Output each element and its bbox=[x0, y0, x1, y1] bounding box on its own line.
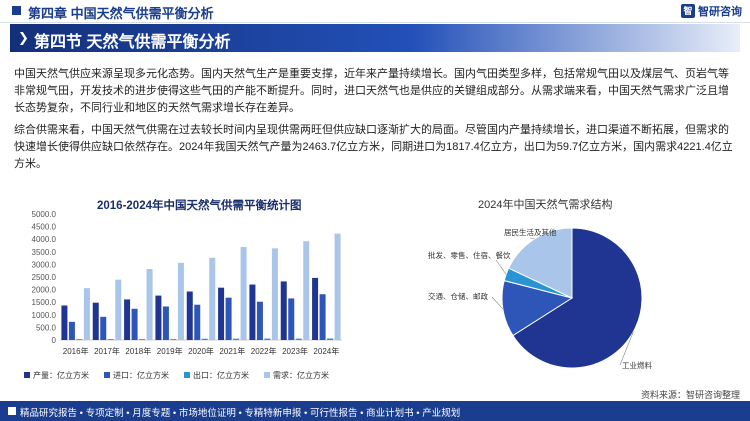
footer-bar: 精品研究报告 • 专项定制 • 月度专题 • 市场地位证明 • 专精特新申报 •… bbox=[0, 401, 750, 421]
y-tick-label: 500.0 bbox=[36, 323, 57, 332]
section-title: 第四节 天然气供需平衡分析 bbox=[34, 34, 231, 51]
y-tick-label: 3500.0 bbox=[32, 248, 57, 257]
bar-3-2018年 bbox=[139, 339, 146, 340]
bar-1-2017年 bbox=[92, 302, 99, 340]
bar-1-2018年 bbox=[124, 299, 131, 340]
supply-demand-bar-chart: 0 500.0 1000.0 1500.0 2000.0 2500.0 3000.0 3500… bbox=[24, 210, 342, 380]
y-tick-label: 2000.0 bbox=[32, 286, 57, 295]
section-banner: ❯ 第四节 天然气供需平衡分析 bbox=[10, 24, 740, 52]
bar-chart-title: 2016-2024年中国天然气供需平衡统计图 bbox=[97, 200, 302, 212]
x-tick-label: 2018年 bbox=[125, 346, 151, 356]
bar-2-2024年 bbox=[319, 294, 326, 340]
bar-3-2022年 bbox=[264, 338, 271, 340]
bar-1-2024年 bbox=[312, 277, 319, 340]
bar-4-2021年 bbox=[240, 247, 247, 340]
y-tick-label: 1500.0 bbox=[32, 298, 57, 307]
summary-paragraph: 综合供需来看，中国天然气供需在过去较长时间内呈现供需两旺但供应缺口逐渐扩大的局面… bbox=[14, 124, 733, 170]
y-tick-label: 0 bbox=[52, 336, 57, 345]
legend-label: 进口：亿立方米 bbox=[113, 370, 169, 380]
bar-3-2016年 bbox=[76, 339, 83, 340]
bar-4-2020年 bbox=[209, 257, 216, 340]
bar-2-2019年 bbox=[162, 306, 169, 340]
source-note: 资料来源：智研咨询整理 bbox=[640, 390, 740, 400]
pie-label: 批发、零售、住宿、餐饮 bbox=[428, 250, 511, 260]
bar-1-2019年 bbox=[155, 295, 162, 340]
legend-swatch bbox=[104, 372, 110, 378]
bar-2-2017年 bbox=[100, 316, 107, 340]
bar-2-2023年 bbox=[288, 298, 295, 340]
bar-2-2022年 bbox=[256, 301, 263, 340]
legend-label: 出口：亿立方米 bbox=[193, 370, 249, 380]
logo-text: 智研咨询 bbox=[698, 6, 742, 18]
bar-4-2017年 bbox=[115, 279, 122, 340]
bar-1-2021年 bbox=[218, 287, 225, 340]
bar-3-2024年 bbox=[327, 338, 334, 340]
bar-3-2021年 bbox=[233, 338, 240, 340]
pie-leader-line bbox=[495, 259, 507, 275]
pie-leader-line bbox=[619, 331, 634, 366]
y-tick-label: 1000.0 bbox=[32, 311, 57, 320]
legend-label: 需求：亿立方米 bbox=[273, 370, 329, 380]
bar-1-2023年 bbox=[280, 281, 287, 340]
x-tick-label: 2024年 bbox=[313, 346, 339, 356]
bar-4-2016年 bbox=[83, 288, 90, 340]
bar-3-2023年 bbox=[295, 338, 302, 340]
pie-label: 居民生活及其他 bbox=[504, 227, 557, 237]
bar-2-2016年 bbox=[68, 321, 75, 340]
top-bar: 第四章 中国天然气供需平衡分析 智 智研咨询 bbox=[0, 0, 750, 23]
x-tick-label: 2020年 bbox=[188, 346, 214, 356]
y-tick-label: 3000.0 bbox=[32, 260, 57, 269]
bar-2-2021年 bbox=[225, 297, 232, 340]
bar-2-2020年 bbox=[194, 304, 201, 340]
x-tick-label: 2021年 bbox=[219, 346, 245, 356]
demand-structure-pie-chart: 工业燃料 交通、仓储、邮政 批发、零售、住宿、餐饮 居民生活及其他 bbox=[428, 227, 652, 370]
footer-marker-icon bbox=[8, 407, 16, 415]
bar-4-2018年 bbox=[146, 269, 153, 340]
bar-4-2019年 bbox=[177, 262, 184, 340]
bar-1-2022年 bbox=[249, 284, 256, 340]
x-tick-label: 2023年 bbox=[282, 346, 308, 356]
bar-4-2022年 bbox=[271, 248, 278, 340]
pie-leader-line bbox=[529, 237, 535, 240]
legend-label: 产量：亿立方米 bbox=[33, 370, 89, 380]
pie-leader-line bbox=[491, 296, 504, 310]
brand-logo: 智 智研咨询 bbox=[681, 3, 742, 19]
pie-slice-2 bbox=[501, 279, 574, 337]
pie-label: 工业燃料 bbox=[622, 360, 652, 370]
legend-swatch bbox=[184, 372, 190, 378]
x-tick-label: 2017年 bbox=[94, 346, 120, 356]
bar-2-2018年 bbox=[131, 308, 138, 340]
chevron-right-icon: ❯ bbox=[18, 30, 29, 45]
pie-slice-4 bbox=[507, 227, 573, 299]
bar-1-2020年 bbox=[186, 291, 193, 340]
x-tick-label: 2022年 bbox=[251, 346, 277, 356]
y-tick-label: 4000.0 bbox=[32, 235, 57, 244]
chapter-marker-icon bbox=[12, 6, 21, 15]
y-tick-label: 5000.0 bbox=[32, 210, 57, 219]
chapter-title: 第四章 中国天然气供需平衡分析 bbox=[28, 6, 214, 21]
pie-label: 交通、仓储、邮政 bbox=[428, 291, 488, 301]
footer-links[interactable]: 精品研究报告 • 专项定制 • 月度专题 • 市场地位证明 • 专精特新申报 •… bbox=[20, 408, 461, 419]
y-tick-label: 4500.0 bbox=[32, 223, 57, 232]
legend-swatch bbox=[24, 372, 30, 378]
legend-swatch bbox=[264, 372, 270, 378]
intro-paragraph: 中国天然气供应来源呈现多元化态势。国内天然气生产是重要支撑，近年来产量持续增长。… bbox=[14, 68, 729, 114]
bar-3-2017年 bbox=[107, 339, 114, 340]
x-tick-label: 2016年 bbox=[63, 346, 89, 356]
bar-1-2016年 bbox=[61, 305, 68, 340]
x-tick-label: 2019年 bbox=[157, 346, 183, 356]
bar-4-2023年 bbox=[303, 241, 310, 340]
bar-3-2020年 bbox=[201, 338, 208, 340]
pie-chart-title: 2024年中国天然气需求结构 bbox=[478, 199, 613, 211]
bar-3-2019年 bbox=[170, 339, 177, 340]
y-tick-label: 2500.0 bbox=[32, 273, 57, 282]
bar-4-2024年 bbox=[334, 233, 341, 340]
logo-mark-icon: 智 bbox=[681, 4, 695, 18]
